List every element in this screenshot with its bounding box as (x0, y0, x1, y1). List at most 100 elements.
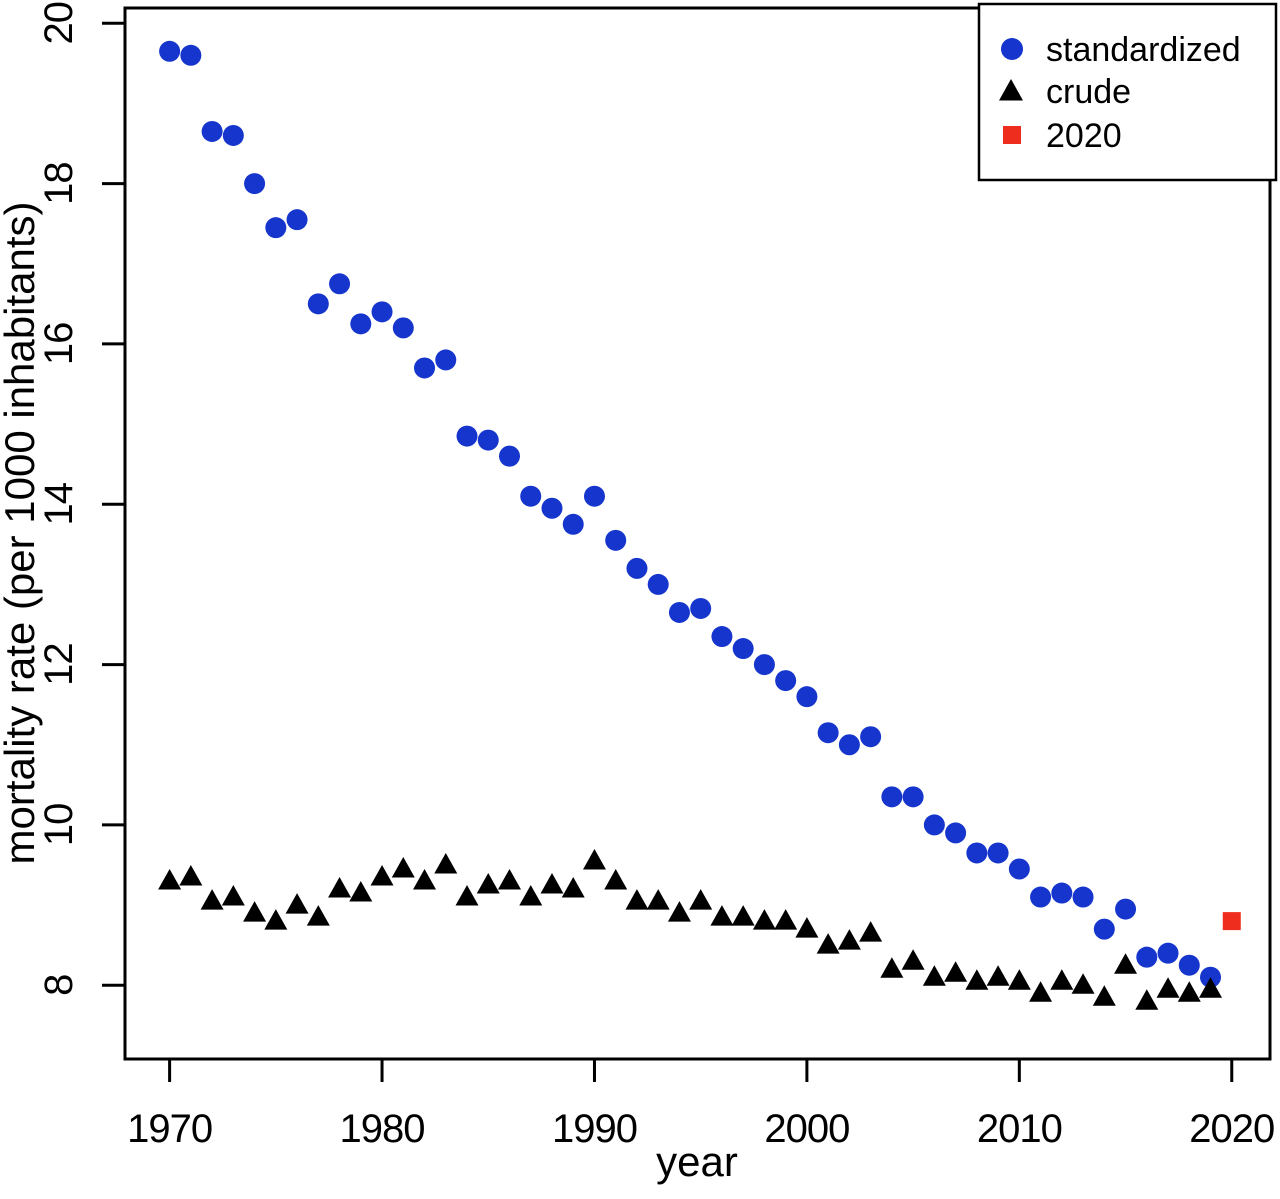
point-standardized (286, 209, 308, 231)
point-standardized (222, 124, 244, 146)
point-standardized (1030, 886, 1052, 908)
point-standardized (732, 638, 754, 660)
point-standardized (265, 217, 287, 239)
point-crude (264, 909, 288, 930)
point-standardized (1115, 898, 1137, 920)
point-standardized (1051, 882, 1073, 904)
x-tick-label: 1980 (340, 1107, 425, 1151)
point-crude (901, 949, 925, 970)
point-standardized (1157, 942, 1179, 964)
point-standardized (626, 557, 648, 579)
point-crude (880, 957, 904, 978)
point-standardized (350, 313, 372, 335)
point-crude (413, 869, 437, 890)
point-standardized (541, 497, 563, 519)
point-standardized (1136, 946, 1158, 968)
point-crude (158, 869, 182, 890)
point-crude (1199, 977, 1223, 998)
point-crude (1135, 989, 1159, 1010)
point-2020 (1222, 912, 1241, 931)
point-crude (200, 889, 224, 910)
plot-border (123, 6, 1272, 1061)
series-2020 (1222, 912, 1241, 931)
legend-label-crude: crude (1046, 73, 1131, 111)
point-standardized (605, 529, 627, 551)
y-axis-title: mortality rate (per 1000 inhabitants) (0, 202, 43, 865)
point-crude (519, 885, 543, 906)
point-standardized (923, 814, 945, 836)
point-crude (561, 877, 585, 898)
point-crude (285, 893, 309, 914)
point-crude (667, 901, 691, 922)
point-crude (497, 869, 521, 890)
point-crude (1092, 985, 1116, 1006)
point-crude (179, 865, 203, 886)
legend-label-2020: 2020 (1046, 117, 1122, 155)
point-crude (1156, 977, 1180, 998)
point-crude (434, 852, 458, 874)
point-crude (646, 889, 670, 910)
point-standardized (498, 445, 520, 467)
point-crude (1029, 981, 1053, 1002)
point-crude (582, 848, 606, 870)
point-crude (349, 881, 373, 902)
point-crude (306, 905, 330, 926)
point-standardized (711, 626, 733, 648)
point-standardized (583, 485, 605, 507)
y-tick-label: 20 (37, 2, 81, 45)
point-crude (752, 909, 776, 930)
point-crude (965, 969, 989, 990)
x-axis-title: year (656, 1138, 738, 1185)
y-tick-label: 16 (37, 323, 81, 366)
point-crude (1177, 981, 1201, 1002)
point-crude (774, 909, 798, 930)
point-crude (731, 905, 755, 926)
point-crude (859, 921, 883, 942)
point-crude (221, 885, 245, 906)
point-standardized (817, 722, 839, 744)
point-standardized (456, 425, 478, 447)
y-axis: 8 10 12 14 16 18 20 (37, 2, 125, 996)
legend-marker-2020 (1003, 126, 1021, 144)
point-standardized (562, 513, 584, 535)
legend-box (977, 2, 1278, 182)
point-standardized (329, 273, 351, 295)
point-standardized (1178, 954, 1200, 976)
point-crude (922, 965, 946, 986)
point-standardized (690, 597, 712, 619)
point-standardized (838, 734, 860, 756)
point-standardized (159, 40, 181, 62)
point-standardized (392, 317, 414, 339)
point-standardized (945, 822, 967, 844)
point-standardized (371, 301, 393, 323)
point-standardized (1072, 886, 1094, 908)
point-standardized (1008, 858, 1030, 880)
point-standardized (753, 654, 775, 676)
point-crude (604, 869, 628, 890)
point-standardized (647, 573, 669, 595)
point-crude (1071, 973, 1095, 994)
point-crude (837, 929, 861, 950)
point-crude (455, 885, 479, 906)
x-tick-label: 2000 (764, 1107, 849, 1151)
point-standardized (1200, 966, 1222, 988)
point-standardized (881, 786, 903, 808)
x-tick-label: 1990 (552, 1107, 637, 1151)
point-crude (710, 905, 734, 926)
point-standardized (966, 842, 988, 864)
point-crude (243, 901, 267, 922)
point-standardized (668, 601, 690, 623)
legend-label-standardized: standardized (1046, 31, 1241, 69)
point-crude (540, 873, 564, 894)
y-tick-label: 12 (37, 643, 81, 686)
point-crude (1007, 969, 1031, 990)
point-standardized (860, 726, 882, 748)
point-crude (328, 877, 352, 898)
point-standardized (244, 173, 266, 195)
point-crude (689, 889, 713, 910)
point-standardized (307, 293, 329, 315)
point-standardized (201, 120, 223, 142)
series-layer (158, 40, 1241, 1010)
